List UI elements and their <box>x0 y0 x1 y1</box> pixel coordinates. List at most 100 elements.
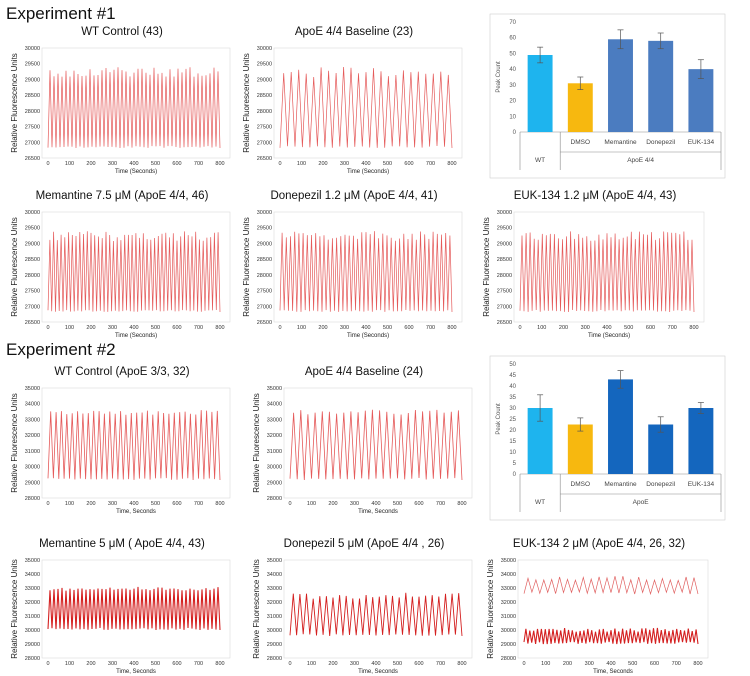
x-tick-label: 300 <box>108 325 117 331</box>
line-chart: Relative Fluorescence Units 26500 27000 275… <box>10 46 231 175</box>
y-tick-label: 30000 <box>267 628 282 634</box>
y-tick-label: 28000 <box>25 273 40 279</box>
x-tick-label: 300 <box>585 661 594 667</box>
bar <box>688 408 714 474</box>
y-tick-label: 30 <box>509 83 516 89</box>
y-tick-label: 32000 <box>267 433 282 439</box>
y-tick-label: 20 <box>509 99 516 105</box>
x-tick-label: 800 <box>447 325 456 331</box>
category-label: EUK-134 <box>688 139 715 146</box>
category-label: DMSO <box>571 481 591 488</box>
x-tick-label: 0 <box>46 501 49 507</box>
y-tick-label: 50 <box>509 51 516 57</box>
x-tick-label: 600 <box>646 325 655 331</box>
y-tick-label: 29000 <box>25 77 40 83</box>
x-tick-label: 100 <box>537 325 546 331</box>
plot-frame <box>41 47 231 159</box>
x-tick-label: 800 <box>215 161 224 167</box>
y-tick-label: 31000 <box>267 449 282 455</box>
y-axis-label: Relative Fluorescence Units <box>242 53 251 153</box>
x-tick-label: 800 <box>689 325 698 331</box>
y-tick-label: 33000 <box>267 586 282 592</box>
bar <box>648 40 674 132</box>
x-tick-label: 100 <box>65 661 74 667</box>
chart-frame <box>489 13 726 179</box>
group-label: ApoE 4/4 <box>627 157 654 164</box>
y-tick-label: 30000 <box>25 210 40 216</box>
line-panel: EUK-134 2 μM (ApoE 4/4, 26, 32) Relative… <box>484 538 714 676</box>
y-axis-label: Peak Count <box>496 403 502 435</box>
x-axis-label: Time, Seconds <box>593 669 633 675</box>
y-tick-label: 34000 <box>267 572 282 578</box>
y-tick-label: 35000 <box>501 558 516 564</box>
line-chart: Relative Fluorescence Units 28000 29000 300… <box>252 558 473 675</box>
x-tick-label: 500 <box>393 501 402 507</box>
y-tick-label: 28000 <box>267 656 282 662</box>
y-tick-label: 32000 <box>501 600 516 606</box>
x-tick-label: 800 <box>457 661 466 667</box>
y-tick-label: 29000 <box>25 480 40 486</box>
y-tick-label: 26500 <box>497 320 512 326</box>
chart-frame <box>489 355 726 521</box>
fluorescence-trace <box>523 576 699 596</box>
line-chart: Relative Fluorescence Units 26500 27000 275… <box>242 46 463 175</box>
x-tick-label: 400 <box>602 325 611 331</box>
category-label: WT <box>535 157 545 164</box>
y-axis-label: Relative Fluorescence Units <box>10 217 19 317</box>
x-tick-label: 200 <box>328 501 337 507</box>
x-axis-label: Time (Seconds) <box>347 169 389 175</box>
line-chart: Relative Fluorescence Units 28000 29000 300… <box>10 558 231 675</box>
y-tick-label: 30000 <box>497 210 512 216</box>
y-tick-label: 20 <box>509 428 516 434</box>
bar-chart: 0 5 10 15 20 25 30 35 40 45 50 Peak Count WT DMSO Mema… <box>489 355 726 521</box>
x-tick-label: 400 <box>371 501 380 507</box>
x-tick-label: 200 <box>86 161 95 167</box>
x-tick-label: 100 <box>297 161 306 167</box>
x-tick-label: 100 <box>541 661 550 667</box>
category-label: WT <box>535 499 545 506</box>
x-tick-label: 0 <box>288 661 291 667</box>
line-chart: Relative Fluorescence Units 28000 29000 300… <box>10 386 231 515</box>
y-tick-label: 35000 <box>25 558 40 564</box>
y-axis-label: Relative Fluorescence Units <box>482 217 491 317</box>
y-tick-label: 15 <box>509 439 516 445</box>
x-tick-label: 800 <box>457 501 466 507</box>
y-tick-label: 25 <box>509 417 516 423</box>
x-tick-label: 600 <box>404 325 413 331</box>
y-tick-label: 26500 <box>257 156 272 162</box>
y-tick-label: 30 <box>509 406 516 412</box>
y-tick-label: 27000 <box>257 304 272 310</box>
plot-frame <box>273 211 463 323</box>
y-tick-label: 28500 <box>497 257 512 263</box>
x-tick-label: 300 <box>108 501 117 507</box>
x-tick-label: 200 <box>318 161 327 167</box>
x-tick-label: 200 <box>559 325 568 331</box>
y-tick-label: 28000 <box>501 656 516 662</box>
plot-frame <box>273 47 463 159</box>
plot-frame <box>513 211 705 323</box>
y-tick-label: 34000 <box>25 402 40 408</box>
x-tick-label: 100 <box>307 661 316 667</box>
y-tick-label: 29000 <box>25 642 40 648</box>
y-tick-label: 29500 <box>25 226 40 232</box>
x-tick-label: 500 <box>151 325 160 331</box>
x-tick-label: 600 <box>404 161 413 167</box>
line-panel: Donepezil 1.2 μM (ApoE 4/4, 41) Relative… <box>240 190 468 340</box>
x-tick-label: 400 <box>361 325 370 331</box>
x-tick-label: 400 <box>129 501 138 507</box>
panel-title: Memantine 5 μM ( ApoE 4/4, 43) <box>39 538 205 550</box>
line-chart: Relative Fluorescence Units 28000 29000 300… <box>252 386 473 515</box>
line-panel: ApoE 4/4 Baseline (24) Relative Fluoresc… <box>250 366 478 516</box>
y-tick-label: 27500 <box>497 289 512 295</box>
x-tick-label: 100 <box>307 501 316 507</box>
y-tick-label: 29000 <box>267 480 282 486</box>
plot-frame <box>517 559 709 659</box>
x-tick-label: 700 <box>668 325 677 331</box>
x-tick-label: 800 <box>215 661 224 667</box>
x-tick-label: 100 <box>297 325 306 331</box>
bar <box>608 39 633 132</box>
fluorescence-trace <box>47 410 221 481</box>
y-tick-label: 30000 <box>501 628 516 634</box>
y-tick-label: 29500 <box>497 226 512 232</box>
y-axis-label: Relative Fluorescence Units <box>10 559 19 659</box>
